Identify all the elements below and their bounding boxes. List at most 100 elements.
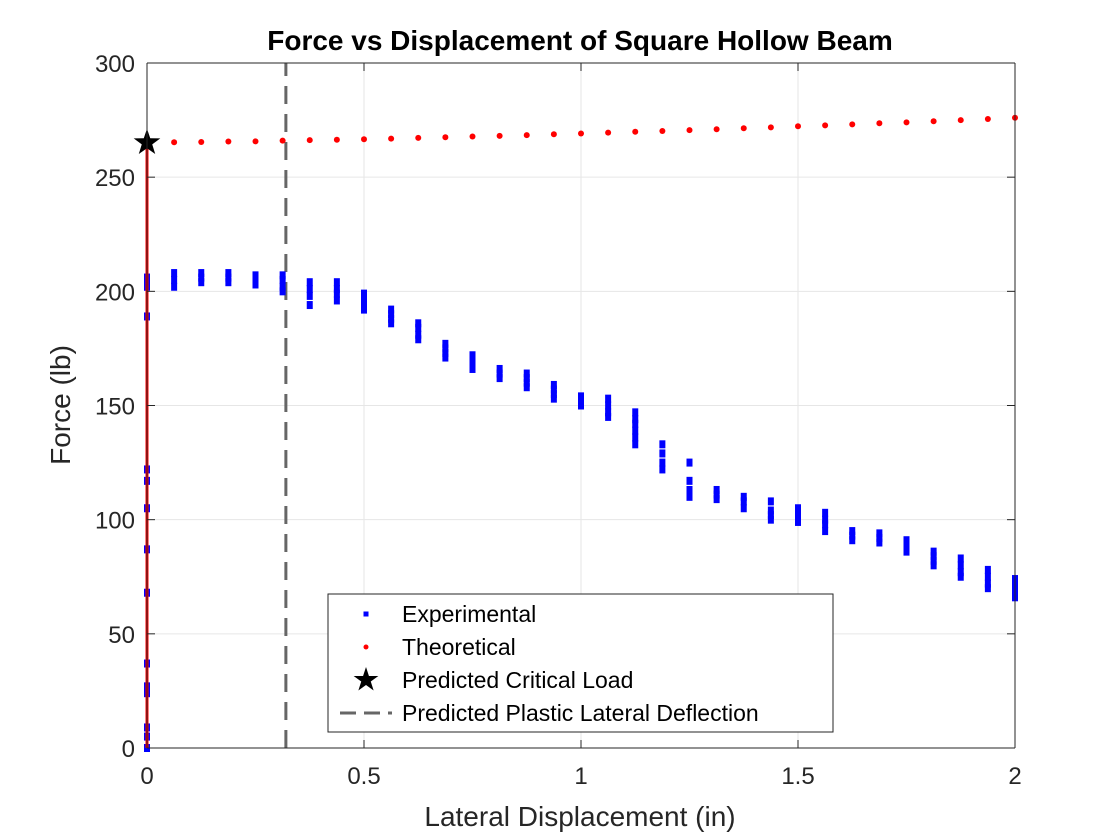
- experimental-point: [795, 513, 801, 522]
- experimental-point: [659, 458, 666, 467]
- y-tick-label: 250: [95, 165, 135, 192]
- x-tick-label: 1: [574, 763, 587, 790]
- experimental-point: [632, 426, 639, 435]
- experimental-point: [930, 561, 937, 570]
- experimental-point: [632, 440, 639, 449]
- theoretical-point: [252, 138, 259, 145]
- experimental-point: [415, 319, 422, 328]
- experimental-point: [632, 408, 639, 417]
- experimental-point: [930, 556, 937, 565]
- y-tick-label: 100: [95, 508, 135, 535]
- experimental-point: [632, 419, 639, 428]
- legend-theoretical-symbol: [363, 644, 369, 650]
- experimental-point: [225, 273, 232, 282]
- theoretical-point: [578, 130, 584, 137]
- legend-label: Theoretical: [402, 634, 516, 660]
- experimental-point: [795, 504, 801, 513]
- experimental-point: [469, 360, 476, 369]
- experimental-point: [388, 314, 395, 323]
- experimental-point: [767, 497, 774, 506]
- experimental-point: [279, 275, 286, 284]
- theoretical-point: [632, 128, 639, 135]
- theoretical-point: [388, 135, 395, 142]
- experimental-point: [686, 476, 693, 485]
- experimental-point: [388, 305, 395, 314]
- experimental-point: [469, 351, 476, 360]
- experimental-point: [496, 374, 503, 383]
- experimental-point: [984, 584, 991, 593]
- experimental-point: [333, 278, 340, 287]
- experimental-point: [279, 287, 286, 296]
- theoretical-point: [306, 137, 313, 144]
- theoretical-point: [333, 136, 340, 143]
- experimental-point: [930, 552, 937, 561]
- experimental-point: [252, 280, 259, 289]
- experimental-point: [578, 401, 584, 410]
- experimental-point: [767, 506, 774, 515]
- experimental-point: [442, 344, 449, 353]
- legend-label: Predicted Plastic Lateral Deflection: [402, 700, 759, 726]
- experimental-point: [333, 285, 340, 294]
- experimental-point: [171, 282, 178, 291]
- experimental-point: [333, 296, 340, 305]
- experimental-point: [361, 305, 367, 314]
- experimental-point: [415, 330, 422, 339]
- experimental-point: [442, 348, 449, 357]
- theoretical-point: [361, 136, 367, 143]
- experimental-point: [306, 278, 313, 287]
- experimental-point: [957, 572, 964, 581]
- experimental-point: [198, 278, 205, 287]
- theoretical-point: [496, 132, 503, 139]
- experimental-point: [740, 492, 747, 501]
- experimental-point: [822, 515, 829, 524]
- experimental-point: [659, 465, 666, 474]
- experimental-point: [361, 294, 367, 303]
- theoretical-point: [279, 137, 286, 144]
- theoretical-point: [903, 119, 910, 126]
- theoretical-point: [767, 124, 774, 131]
- experimental-point: [713, 490, 720, 499]
- theoretical-point: [659, 128, 666, 135]
- experimental-point: [578, 392, 584, 401]
- x-tick-label: 0: [140, 763, 153, 790]
- experimental-point: [767, 515, 774, 524]
- experimental-point: [632, 415, 639, 424]
- theoretical-point: [713, 126, 720, 133]
- experimental-point: [198, 269, 205, 278]
- experimental-point: [225, 269, 232, 278]
- experimental-point: [686, 458, 693, 467]
- theoretical-point: [984, 115, 991, 122]
- experimental-point: [849, 527, 856, 536]
- legend-box: [327, 593, 834, 733]
- experimental-point: [767, 511, 774, 520]
- experimental-point: [659, 449, 666, 458]
- experimental-point: [686, 492, 693, 501]
- theoretical-point: [849, 121, 856, 128]
- theoretical-point: [198, 139, 205, 146]
- experimental-point: [822, 527, 829, 536]
- theoretical-point: [876, 120, 883, 127]
- legend-critical-load-symbol: [353, 667, 379, 691]
- theoretical-point: [225, 138, 232, 145]
- x-tick-label: 0.5: [347, 763, 380, 790]
- theoretical-point: [171, 139, 178, 146]
- experimental-point: [822, 520, 829, 529]
- experimental-point: [740, 504, 747, 513]
- experimental-point: [279, 271, 286, 280]
- experimental-point: [550, 390, 557, 399]
- experimental-point: [984, 572, 991, 581]
- experimental-point: [876, 538, 883, 547]
- experimental-point: [795, 517, 801, 526]
- experimental-point: [605, 408, 612, 417]
- experimental-point: [903, 547, 910, 556]
- experimental-point: [469, 364, 476, 373]
- legend-label: Experimental: [402, 601, 536, 627]
- experimental-point: [849, 531, 856, 540]
- experimental-point: [795, 508, 801, 517]
- experimental-point: [876, 529, 883, 538]
- theoretical-point: [469, 133, 476, 140]
- experimental-point: [252, 275, 259, 284]
- theoretical-point: [930, 118, 937, 125]
- experimental-point: [849, 536, 856, 545]
